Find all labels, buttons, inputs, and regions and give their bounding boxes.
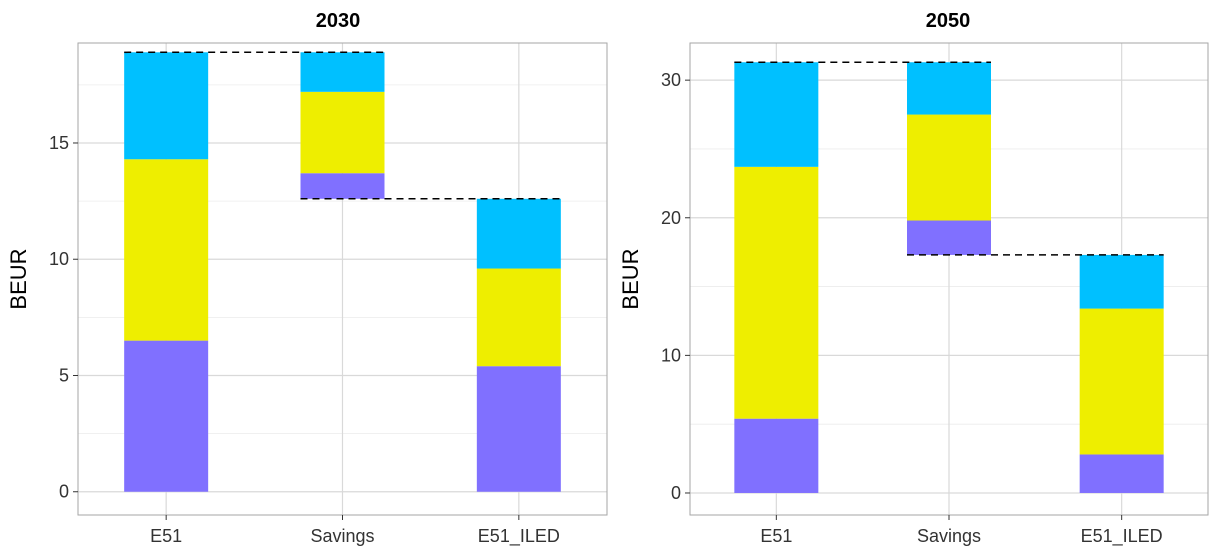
- y-tick-label: 20: [661, 208, 681, 228]
- x-tick-label-Savings: Savings: [917, 526, 981, 546]
- y-tick-label: 5: [59, 365, 69, 385]
- bar-segment-E51_ILED-2: [476, 198, 561, 269]
- bar-segment-Savings-2: [300, 52, 385, 92]
- chart-panel-2030: 0 5 10 15 E51 Savings E51_ILED 2030 BEUR: [6, 10, 608, 547]
- x-tick-label-Savings: Savings: [310, 526, 374, 546]
- bar-segment-E51-2: [124, 52, 209, 160]
- chart-panel-2050: 0 10 20 30 E51 Savings E51_ILED 2050 BEUR: [618, 10, 1209, 547]
- bar-segment-E51-0: [124, 340, 209, 492]
- bar-segment-E51_ILED-2: [1079, 254, 1164, 309]
- y-tick-label: 30: [661, 70, 681, 90]
- bar-segment-Savings-0: [300, 173, 385, 199]
- bar-segment-Savings-2: [907, 62, 991, 115]
- panel-title: 2050: [926, 10, 971, 32]
- y-tick-label: 0: [59, 482, 69, 502]
- y-axis-label: BEUR: [6, 248, 31, 309]
- bar-segment-Savings-0: [907, 220, 991, 255]
- panel-title: 2030: [316, 10, 361, 32]
- y-tick-label: 15: [49, 133, 69, 153]
- bar-segment-E51-1: [124, 159, 209, 341]
- y-tick-label: 0: [671, 483, 681, 503]
- x-tick-label-E51_ILED: E51_ILED: [478, 526, 560, 547]
- y-tick-label: 10: [49, 249, 69, 269]
- bar-segment-E51_ILED-1: [476, 268, 561, 367]
- bar-segment-Savings-1: [907, 114, 991, 221]
- bar-segment-E51-2: [734, 62, 819, 167]
- bar-segment-E51-1: [734, 166, 819, 419]
- y-tick-label: 10: [661, 345, 681, 365]
- x-tick-label-E51: E51: [150, 526, 182, 546]
- bar-segment-E51-0: [734, 418, 819, 493]
- bar-segment-E51_ILED-0: [1079, 454, 1164, 493]
- bar-segment-E51_ILED-0: [476, 366, 561, 492]
- x-tick-label-E51: E51: [760, 526, 792, 546]
- bar-segment-E51_ILED-1: [1079, 308, 1164, 455]
- bar-segment-Savings-1: [300, 91, 385, 174]
- y-axis-label: BEUR: [618, 248, 643, 309]
- x-tick-label-E51_ILED: E51_ILED: [1081, 526, 1163, 547]
